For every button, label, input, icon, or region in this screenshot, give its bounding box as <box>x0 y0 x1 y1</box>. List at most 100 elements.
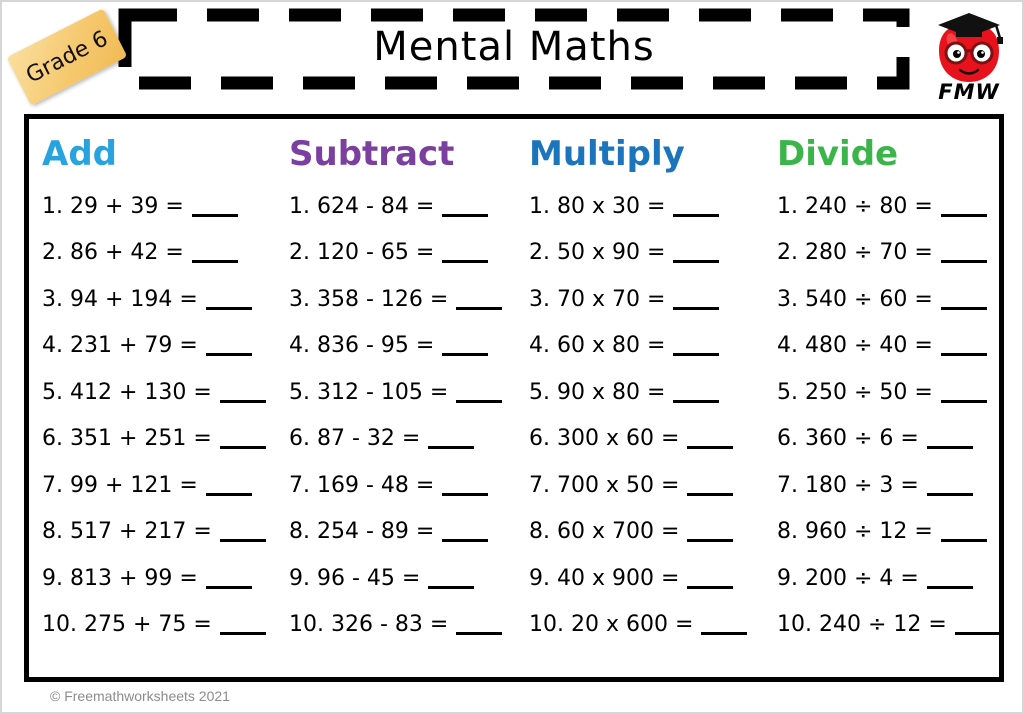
answer-blank <box>442 213 489 217</box>
problem: 5. 312 - 105 = <box>289 369 529 416</box>
problem-text: 2. 120 - 65 = <box>289 240 435 266</box>
problem-text: 3. 94 + 194 = <box>42 286 198 312</box>
problem-text: 1. 240 ÷ 80 = <box>777 193 933 219</box>
problem: 2. 50 x 90 = <box>529 230 777 277</box>
problem: 6. 360 ÷ 6 = <box>777 416 1001 463</box>
problem: 3. 70 x 70 = <box>529 276 777 323</box>
problem: 3. 358 - 126 = <box>289 276 529 323</box>
column-header-multiply: Multiply <box>529 134 685 174</box>
problem-text: 6. 87 - 32 = <box>289 426 421 452</box>
column-header-add: Add <box>42 134 117 174</box>
answer-blank <box>456 399 503 403</box>
page-title: Mental Maths <box>373 24 655 71</box>
problem-text: 5. 250 ÷ 50 = <box>777 379 933 405</box>
problem: 5. 412 + 130 = <box>42 369 289 416</box>
problem: 1. 624 - 84 = <box>289 183 529 230</box>
problem-text: 1. 29 + 39 = <box>42 193 184 219</box>
problem: 2. 280 ÷ 70 = <box>777 230 1001 277</box>
problem-text: 8. 517 + 217 = <box>42 519 212 545</box>
problem-text: 4. 480 ÷ 40 = <box>777 333 933 359</box>
problems-panel: Add 1. 29 + 39 = 2. 86 + 42 = 3. 94 + 194 =… <box>24 114 1004 682</box>
problem-text: 7. 700 x 50 = <box>529 472 680 498</box>
column-multiply: Multiply 1. 80 x 30 = 2. 50 x 90 = 3. 70 x … <box>529 125 777 677</box>
problem-text: 6. 360 ÷ 6 = <box>777 426 919 452</box>
problem-text: 4. 836 - 95 = <box>289 333 435 359</box>
problem-text: 10. 20 x 600 = <box>529 612 694 638</box>
answer-blank <box>673 260 720 264</box>
problem: 1. 29 + 39 = <box>42 183 289 230</box>
problem-text: 9. 200 ÷ 4 = <box>777 565 919 591</box>
problem: 8. 517 + 217 = <box>42 509 289 556</box>
column-divide: Divide 1. 240 ÷ 80 = 2. 280 ÷ 70 = 3. 540 ÷… <box>777 125 1001 677</box>
problem: 9. 200 ÷ 4 = <box>777 555 1001 602</box>
answer-blank <box>442 539 489 543</box>
problem: 10. 240 ÷ 12 = <box>777 602 1001 649</box>
copyright-text: © Freemathworksheets 2021 <box>50 688 230 704</box>
problem-text: 6. 300 x 60 = <box>529 426 680 452</box>
answer-blank <box>442 492 489 496</box>
problem: 10. 275 + 75 = <box>42 602 289 649</box>
answer-blank <box>673 213 720 217</box>
apple-mascot-icon <box>938 13 1003 82</box>
problem: 9. 813 + 99 = <box>42 555 289 602</box>
answer-blank <box>456 632 503 636</box>
problem-text: 9. 40 x 900 = <box>529 565 680 591</box>
fmw-logo: FMW <box>930 8 1008 104</box>
problem-text: 3. 70 x 70 = <box>529 286 666 312</box>
worksheet-columns: Add 1. 29 + 39 = 2. 86 + 42 = 3. 94 + 194 =… <box>29 119 1001 677</box>
problem-text: 5. 312 - 105 = <box>289 379 449 405</box>
problem: 8. 254 - 89 = <box>289 509 529 556</box>
answer-blank <box>219 539 266 543</box>
problem: 3. 540 ÷ 60 = <box>777 276 1001 323</box>
problem: 5. 250 ÷ 50 = <box>777 369 1001 416</box>
answer-blank <box>456 306 503 310</box>
problem-text: 5. 90 x 80 = <box>529 379 666 405</box>
grade-badge-label: Grade 6 <box>22 25 112 89</box>
answer-blank <box>442 353 489 357</box>
answer-blank <box>428 446 475 450</box>
column-header-subtract: Subtract <box>289 134 455 174</box>
problem-text: 9. 813 + 99 = <box>42 565 198 591</box>
answer-blank <box>687 539 734 543</box>
problem-text: 8. 254 - 89 = <box>289 519 435 545</box>
problem: 10. 20 x 600 = <box>529 602 777 649</box>
answer-blank <box>687 585 734 589</box>
answer-blank <box>205 353 252 357</box>
grade-badge: Grade 6 <box>6 8 128 106</box>
answer-blank <box>205 306 252 310</box>
problem: 7. 700 x 50 = <box>529 462 777 509</box>
column-add: Add 1. 29 + 39 = 2. 86 + 42 = 3. 94 + 194 =… <box>42 125 289 677</box>
problem-text: 2. 86 + 42 = <box>42 240 184 266</box>
answer-blank <box>940 260 987 264</box>
problem-text: 8. 960 ÷ 12 = <box>777 519 933 545</box>
problem-text: 8. 60 x 700 = <box>529 519 680 545</box>
problem: 4. 836 - 95 = <box>289 323 529 370</box>
problem-text: 10. 326 - 83 = <box>289 612 449 638</box>
problem-text: 2. 280 ÷ 70 = <box>777 240 933 266</box>
answer-blank <box>926 585 973 589</box>
problem-text: 1. 624 - 84 = <box>289 193 435 219</box>
problem-text: 7. 169 - 48 = <box>289 472 435 498</box>
problem-text: 7. 99 + 121 = <box>42 472 198 498</box>
problem-text: 10. 275 + 75 = <box>42 612 212 638</box>
answer-blank <box>940 539 987 543</box>
problem-text: 2. 50 x 90 = <box>529 240 666 266</box>
problem: 9. 96 - 45 = <box>289 555 529 602</box>
problem-text: 9. 96 - 45 = <box>289 565 421 591</box>
answer-blank <box>940 353 987 357</box>
fmw-logo-text: FMW <box>938 80 1000 104</box>
problem: 2. 86 + 42 = <box>42 230 289 277</box>
problem-text: 3. 358 - 126 = <box>289 286 449 312</box>
problem: 9. 40 x 900 = <box>529 555 777 602</box>
problem: 6. 87 - 32 = <box>289 416 529 463</box>
problem: 6. 300 x 60 = <box>529 416 777 463</box>
answer-blank <box>954 632 1001 636</box>
problem: 7. 180 ÷ 3 = <box>777 462 1001 509</box>
title-bar: Mental Maths <box>118 8 910 90</box>
answer-blank <box>191 260 238 264</box>
answer-blank <box>428 585 475 589</box>
problem: 5. 90 x 80 = <box>529 369 777 416</box>
problem-text: 6. 351 + 251 = <box>42 426 212 452</box>
answer-blank <box>940 306 987 310</box>
